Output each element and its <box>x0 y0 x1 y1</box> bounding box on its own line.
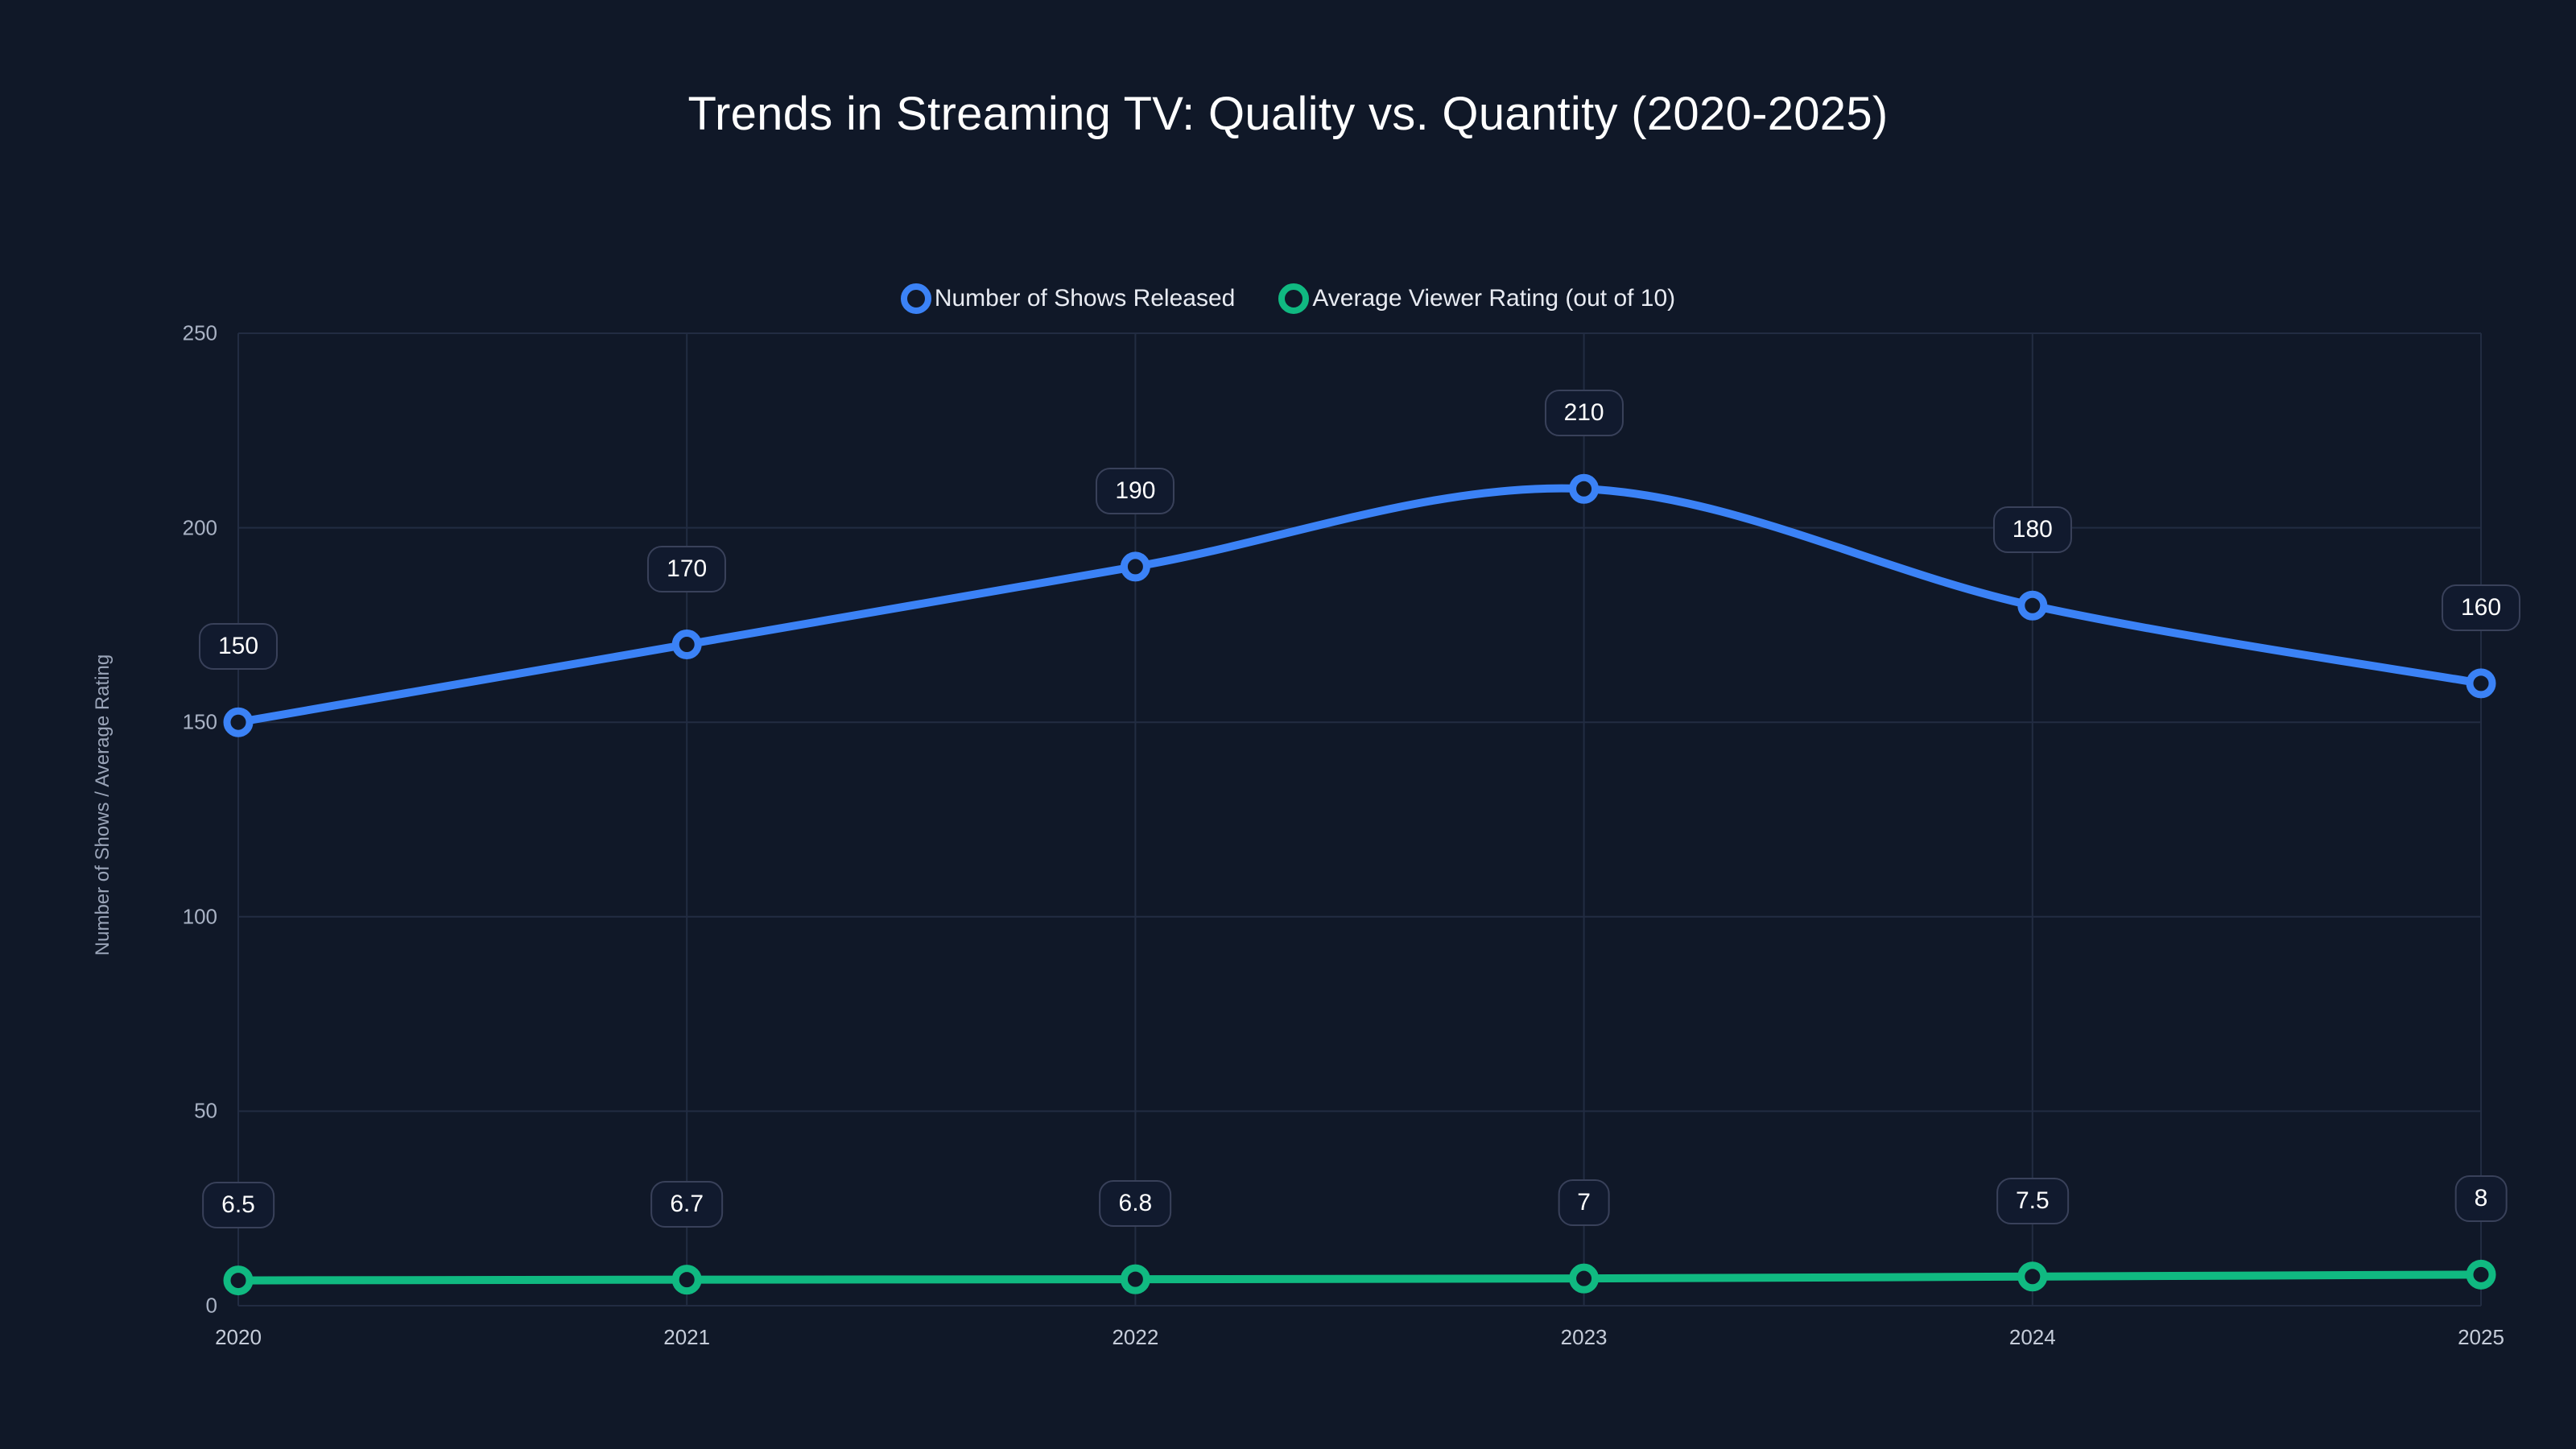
legend-item-shows[interactable]: Number of Shows Released <box>900 283 1236 314</box>
data-label: 7.5 <box>1996 1177 2069 1224</box>
x-axis-tick: 2024 <box>2008 1325 2056 1349</box>
x-axis-tick: 2022 <box>1112 1325 1159 1349</box>
ring-icon <box>900 283 931 314</box>
y-axis-tick: 150 <box>182 709 217 734</box>
data-label: 180 <box>1992 506 2072 554</box>
data-label: 6.7 <box>650 1180 724 1228</box>
x-axis-tick: 2025 <box>2458 1325 2504 1349</box>
series-lines <box>234 484 2485 1285</box>
legend-item-rating[interactable]: Average Viewer Rating (out of 10) <box>1278 283 1675 314</box>
y-axis-tick: 100 <box>182 904 217 929</box>
data-label: 8 <box>2454 1175 2508 1223</box>
data-label: 160 <box>2441 584 2521 631</box>
x-axis-tick: 2020 <box>215 1325 262 1349</box>
data-label: 150 <box>198 623 279 671</box>
chart-legend: Number of Shows Released Average Viewer … <box>0 283 2576 314</box>
data-label: 190 <box>1096 467 1175 514</box>
y-axis-tick: 50 <box>194 1098 217 1123</box>
data-label: 6.8 <box>1099 1180 1172 1228</box>
data-label: 7 <box>1558 1179 1610 1227</box>
y-axis-tick: 250 <box>182 320 217 345</box>
x-axis-tick: 2023 <box>1560 1325 1608 1349</box>
y-axis-tick: 0 <box>205 1293 217 1318</box>
data-label: 170 <box>647 545 727 592</box>
x-axis-tick: 2021 <box>663 1325 711 1349</box>
data-label: 6.5 <box>202 1181 275 1228</box>
ring-icon <box>1278 283 1310 314</box>
legend-label-shows: Number of Shows Released <box>934 285 1236 312</box>
chart-title: Trends in Streaming TV: Quality vs. Quan… <box>687 88 1889 140</box>
legend-label-rating: Average Viewer Rating (out of 10) <box>1312 285 1676 312</box>
data-label: 210 <box>1544 390 1624 437</box>
grid-lines <box>237 332 2482 1307</box>
series-markers <box>223 473 2496 1296</box>
y-axis-tick: 200 <box>182 515 217 540</box>
